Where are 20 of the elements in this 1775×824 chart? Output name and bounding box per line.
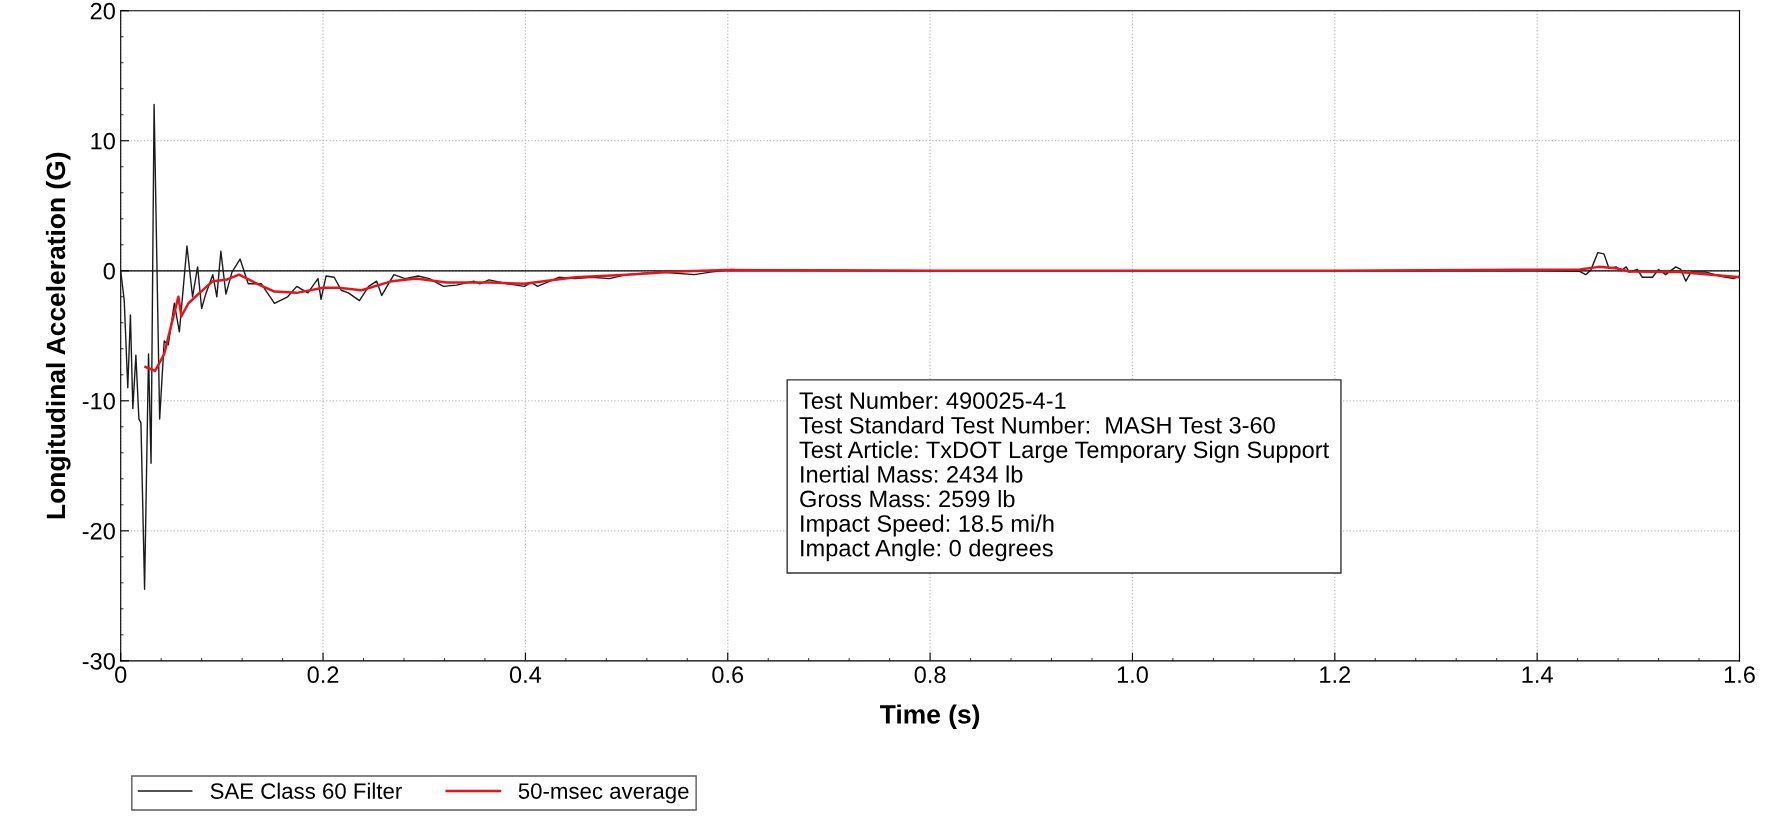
x-tick-label: 0.6	[712, 666, 744, 684]
annotation: Test Number: 490025-4-1 Test Standard Test Number: MASH Test 3-60 Test Article: TxDOT Large Temporary Sign Support Inertial Mass: 2434 lb Gross Mass: 2599 lb Impact Speed: 18.5 mi/h Impact Angle: 0 degrees	[799, 391, 1330, 562]
x-tick-label: 1.2	[1320, 666, 1351, 683]
y-tick-label: -10	[82, 392, 115, 410]
y-tick-label: -30	[82, 652, 115, 670]
x-tick-label: 0	[115, 666, 127, 684]
y-tick-label: 20	[90, 2, 115, 20]
y-tick-label: 10	[91, 132, 115, 150]
x-axis-title: Time (s)	[880, 704, 980, 729]
x-tick-label: 1.6	[1724, 666, 1755, 684]
x-tick-label: 1.0	[1117, 666, 1148, 684]
x-tick-label: 1.4	[1522, 666, 1553, 683]
y-tick-label: -20	[82, 522, 115, 540]
x-tick-label: 0.2	[307, 666, 339, 684]
legend-label: SAE Class 60 Filter	[210, 782, 402, 799]
y-tick-label: 0	[103, 262, 115, 280]
x-tick-label: 0.4	[509, 666, 542, 684]
y-axis-title: Longitudinal Acceleration (G)	[45, 152, 71, 519]
legend-label: 50-msec average	[518, 783, 689, 804]
x-tick-label: 0.8	[914, 666, 946, 684]
